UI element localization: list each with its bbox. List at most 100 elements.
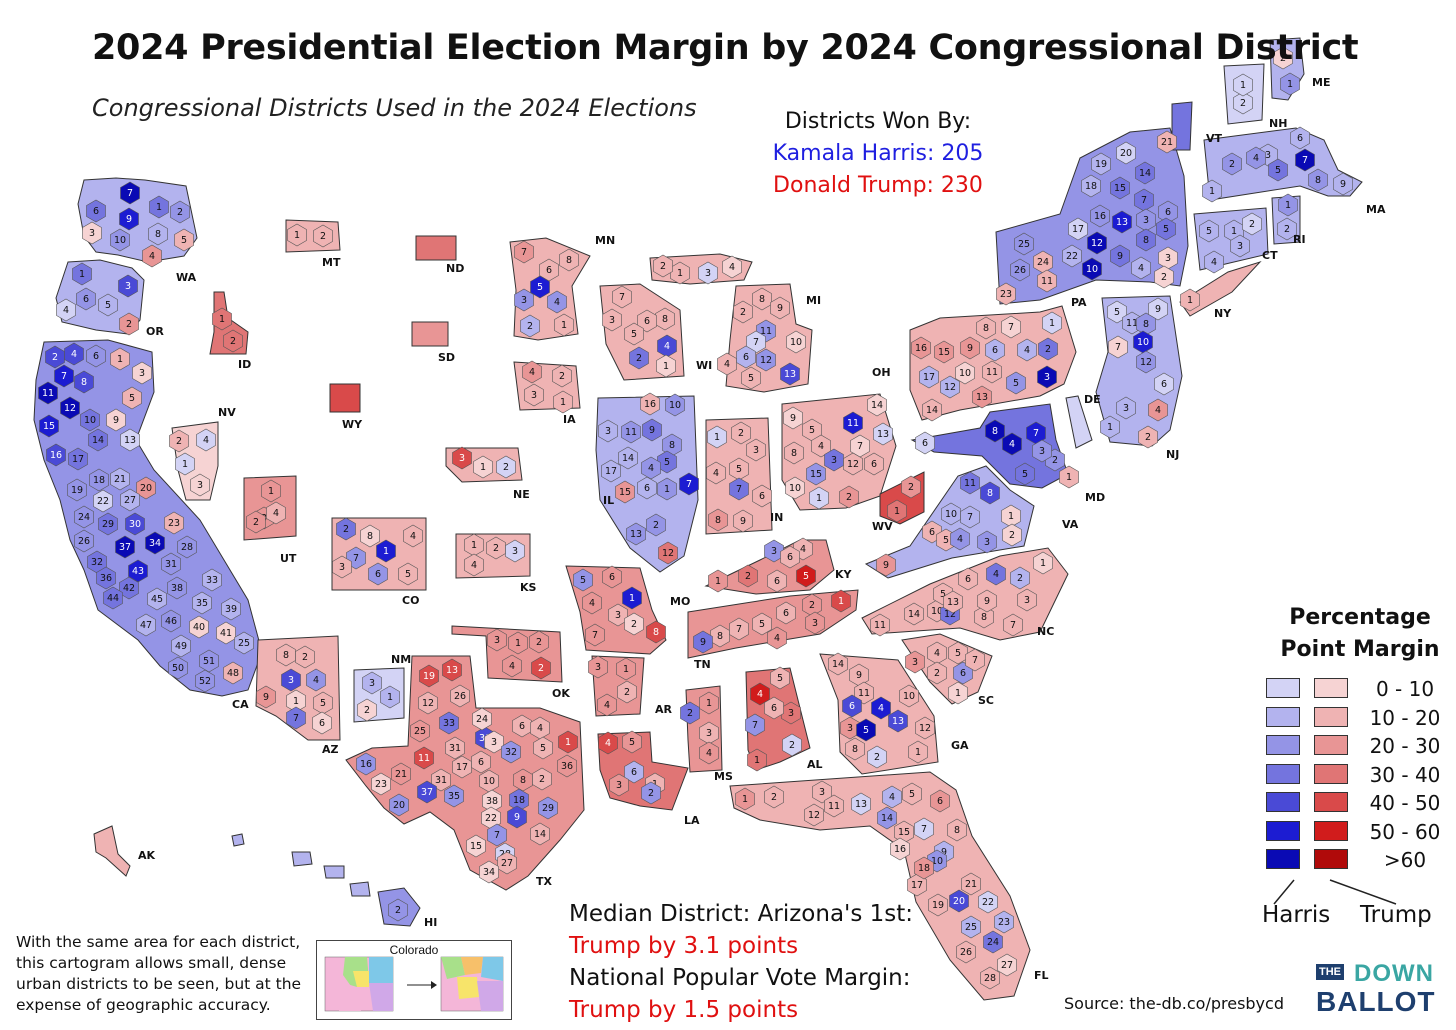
district-cell-pa — [1042, 311, 1062, 335]
district-cell-az — [313, 691, 333, 715]
district-number: 6 — [319, 718, 325, 729]
district-number: 10 — [789, 483, 801, 494]
districts-won-heading: Districts Won By: — [784, 109, 972, 134]
district-cell-wv — [901, 475, 921, 499]
district-number: 1 — [816, 493, 822, 504]
district-cell-pa — [976, 316, 996, 340]
district-cell-co — [376, 539, 396, 563]
district-number: 3 — [847, 723, 853, 734]
district-cell-ar — [597, 693, 617, 717]
district-cell-ca — [80, 408, 100, 432]
district-number: 18 — [1085, 181, 1097, 192]
district-number: 15 — [1114, 183, 1126, 194]
district-number: 1 — [1008, 511, 1014, 522]
district-cell-tx — [445, 736, 465, 760]
district-number: 6 — [992, 345, 998, 356]
district-number: 7 — [736, 624, 742, 635]
district-cell-al — [770, 666, 790, 690]
district-number: 13 — [784, 369, 796, 380]
district-number: 7 — [61, 371, 67, 382]
district-cell-ny — [1087, 231, 1107, 255]
district-cell-ny — [1010, 258, 1030, 282]
district-cell-ct — [1242, 212, 1262, 236]
district-number: 3 — [494, 635, 500, 646]
district-number: 1 — [294, 230, 300, 241]
district-number: 4 — [993, 569, 999, 580]
district-number: 1 — [219, 314, 225, 325]
district-cell-nj — [1136, 312, 1156, 336]
district-cell-ok — [502, 654, 522, 678]
legend-trump-swatch — [1314, 849, 1348, 869]
district-number: 4 — [1024, 345, 1030, 356]
district-cell-ks — [505, 539, 525, 563]
district-number: 44 — [107, 593, 119, 604]
district-number: 11 — [986, 367, 998, 378]
district-cell-sc — [953, 661, 973, 685]
district-number: 6 — [922, 438, 928, 449]
district-number: 3 — [491, 737, 497, 748]
district-cell-fl — [764, 785, 784, 809]
district-number: 3 — [89, 228, 95, 239]
district-number: 3 — [771, 546, 777, 557]
district-cell-tx — [558, 730, 578, 754]
state-label-md: MD — [1085, 491, 1105, 504]
district-cell-in — [706, 461, 726, 485]
district-cell-pa — [940, 375, 960, 399]
state-label-ny: NY — [1214, 307, 1232, 320]
legend-harris-swatch — [1266, 678, 1300, 698]
district-cell-ny — [1082, 257, 1102, 281]
logo-down: DOWN — [1354, 960, 1434, 987]
district-cell-va — [960, 471, 980, 495]
district-number: 27 — [501, 858, 513, 869]
district-number: 16 — [1094, 211, 1106, 222]
district-cell-fl — [914, 817, 934, 841]
legend-bin-label: 30 - 40 — [1369, 762, 1441, 787]
district-cell-nj — [1108, 335, 1128, 359]
district-number: 8 — [1315, 175, 1321, 186]
district-number: 28 — [984, 973, 996, 984]
district-cell-tx — [530, 716, 550, 740]
district-number: 7 — [1010, 620, 1016, 631]
district-cell-mi — [670, 261, 690, 285]
district-cell-ga — [856, 718, 876, 742]
district-number: 28 — [181, 542, 193, 553]
district-number: 8 — [669, 440, 675, 451]
district-cell-tx — [450, 684, 470, 708]
district-number: 3 — [521, 295, 527, 306]
district-cell-va — [876, 553, 896, 577]
district-cell-tx — [509, 788, 529, 812]
district-cell-pa — [955, 361, 975, 385]
district-number: 11 — [828, 801, 840, 812]
district-number: 3 — [125, 281, 131, 292]
district-number: 2 — [738, 428, 744, 439]
district-number: 2 — [1052, 455, 1058, 466]
district-cell-tn — [802, 593, 822, 617]
district-cell-ok — [531, 656, 551, 680]
district-number: 31 — [435, 775, 447, 786]
district-cell-ca — [60, 396, 80, 420]
district-number: 7 — [521, 247, 527, 258]
district-number: 1 — [182, 459, 188, 470]
district-number: 2 — [1017, 573, 1023, 584]
district-cell-ca — [202, 568, 222, 592]
district-cell-ny — [1091, 152, 1111, 176]
district-number: 5 — [955, 648, 961, 659]
legend-bin-label: 10 - 20 — [1369, 705, 1441, 730]
district-cell-il — [642, 418, 662, 442]
district-number: 3 — [369, 678, 375, 689]
district-number: 2 — [1161, 272, 1167, 283]
district-number: 5 — [1013, 378, 1019, 389]
district-number: 6 — [631, 767, 637, 778]
state-shapes — [33, 37, 1363, 1001]
district-cell-fl — [735, 787, 755, 811]
district-cell-mi — [786, 330, 806, 354]
legend-trump-leader — [1329, 879, 1397, 905]
state-label-ma: MA — [1366, 203, 1386, 216]
district-cell-tn — [776, 601, 796, 625]
district-number: 36 — [561, 761, 573, 772]
district-number: 8 — [981, 612, 987, 623]
district-cell-ct — [1199, 219, 1219, 243]
legend-harris-swatch — [1266, 820, 1300, 841]
district-number: 12 — [919, 723, 931, 734]
district-number: 7 — [592, 630, 598, 641]
